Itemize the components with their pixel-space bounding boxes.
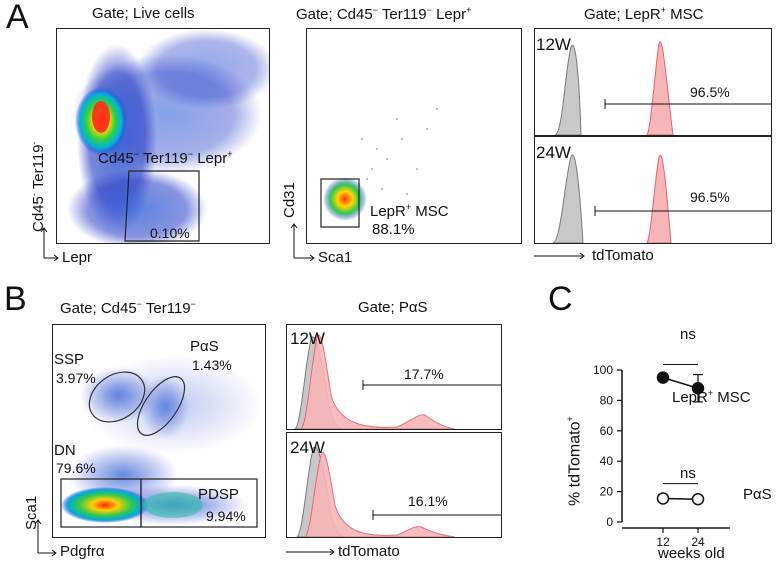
c-series-label-pas: PαS bbox=[743, 486, 772, 503]
a3-top-pct: 96.5% bbox=[690, 84, 730, 100]
c-x-tick-label: 12 bbox=[656, 535, 670, 549]
b2-hist-top bbox=[286, 324, 502, 430]
panel-letter-b: B bbox=[4, 280, 27, 318]
c-y-tick-label: 60 bbox=[600, 424, 614, 438]
a1-title: Gate; Live cells bbox=[92, 5, 195, 22]
a3-xlabel: tdTomato bbox=[592, 247, 654, 264]
a1-plot bbox=[56, 28, 270, 244]
c-ns-bottom: ns bbox=[680, 465, 696, 482]
a3-bottom-age: 24W bbox=[536, 143, 571, 162]
a3-hist-top bbox=[534, 28, 772, 136]
a2-gate-label: LepR+ MSC bbox=[370, 202, 449, 220]
a3-hist-top-curves bbox=[554, 41, 771, 135]
c-x-tick-label: 24 bbox=[691, 535, 705, 549]
c-ns-top: ns bbox=[680, 326, 696, 343]
c-axes bbox=[621, 370, 730, 529]
c-y-tick-label: 0 bbox=[606, 515, 613, 529]
c-ticks: 0 20 40 60 80 100 12 24 bbox=[593, 363, 705, 549]
b2-hist-bottom-curves bbox=[296, 446, 501, 537]
a3-hist-bottom bbox=[534, 136, 772, 244]
a3-title: Gate; LepR+ MSC bbox=[584, 5, 704, 23]
panel-letter-a: A bbox=[6, 0, 29, 36]
c-data-point bbox=[656, 371, 670, 384]
a2-title: Gate; Cd45− Ter119− Lepr+ bbox=[296, 5, 472, 23]
b1-dn-label: DN bbox=[54, 442, 76, 459]
a3-bottom-pct: 96.5% bbox=[690, 189, 730, 205]
b2-top-age: 12W bbox=[290, 329, 325, 348]
b1-title: Gate; Cd45− Ter119− bbox=[60, 299, 196, 317]
c-data-point bbox=[656, 492, 670, 505]
b2-title: Gate; PαS bbox=[358, 299, 428, 316]
b2-bottom-age: 24W bbox=[290, 438, 325, 457]
b2-hist-bottom bbox=[286, 432, 502, 538]
b1-ssp-pct: 3.97% bbox=[56, 370, 96, 386]
c-data-point bbox=[691, 381, 705, 395]
a2-density bbox=[320, 108, 438, 228]
b1-pas-label: PαS bbox=[190, 338, 219, 355]
b1-dn-pct: 79.6% bbox=[56, 460, 96, 476]
c-y-tick-label: 100 bbox=[593, 363, 613, 377]
b2-bottom-pct: 16.1% bbox=[408, 493, 448, 509]
c-y-tick-label: 80 bbox=[600, 393, 614, 407]
b2-xlabel: tdTomato bbox=[338, 543, 400, 560]
c-series-label-lepr: LepR+ MSC bbox=[672, 388, 751, 406]
c-series bbox=[656, 364, 705, 506]
b1-pdsp-pct: 9.94% bbox=[206, 508, 246, 524]
b1-pas-pct: 1.43% bbox=[192, 357, 232, 373]
a3-hist-bottom-curves bbox=[552, 154, 771, 243]
c-xlabel: weeks old bbox=[658, 545, 725, 562]
b1-ssp-label: SSP bbox=[54, 351, 85, 368]
a1-gate-label: Cd45− Ter119− Lepr+ bbox=[98, 149, 233, 167]
a2-plot bbox=[306, 28, 522, 244]
c-y-tick-label: 20 bbox=[600, 485, 614, 499]
b1-plot bbox=[52, 324, 266, 538]
a1-density bbox=[67, 29, 269, 243]
b2-hist-top-curves bbox=[294, 334, 501, 429]
a2-gate-pct: 88.1% bbox=[372, 221, 415, 238]
a1-gate-pct: 0.10% bbox=[150, 225, 190, 241]
a1-xlabel: Lepr bbox=[62, 249, 93, 266]
b1-density bbox=[60, 355, 263, 528]
c-y-tick-label: 40 bbox=[600, 454, 614, 468]
panel-letter-c: C bbox=[548, 280, 573, 318]
b2-top-pct: 17.7% bbox=[404, 366, 444, 382]
b1-pdsp-label: PDSP bbox=[198, 486, 239, 503]
a3-top-age: 12W bbox=[536, 35, 571, 54]
a2-xlabel: Sca1 bbox=[318, 249, 353, 266]
b1-xlabel: Pdgfrα bbox=[60, 543, 105, 560]
c-data-point bbox=[691, 492, 705, 506]
